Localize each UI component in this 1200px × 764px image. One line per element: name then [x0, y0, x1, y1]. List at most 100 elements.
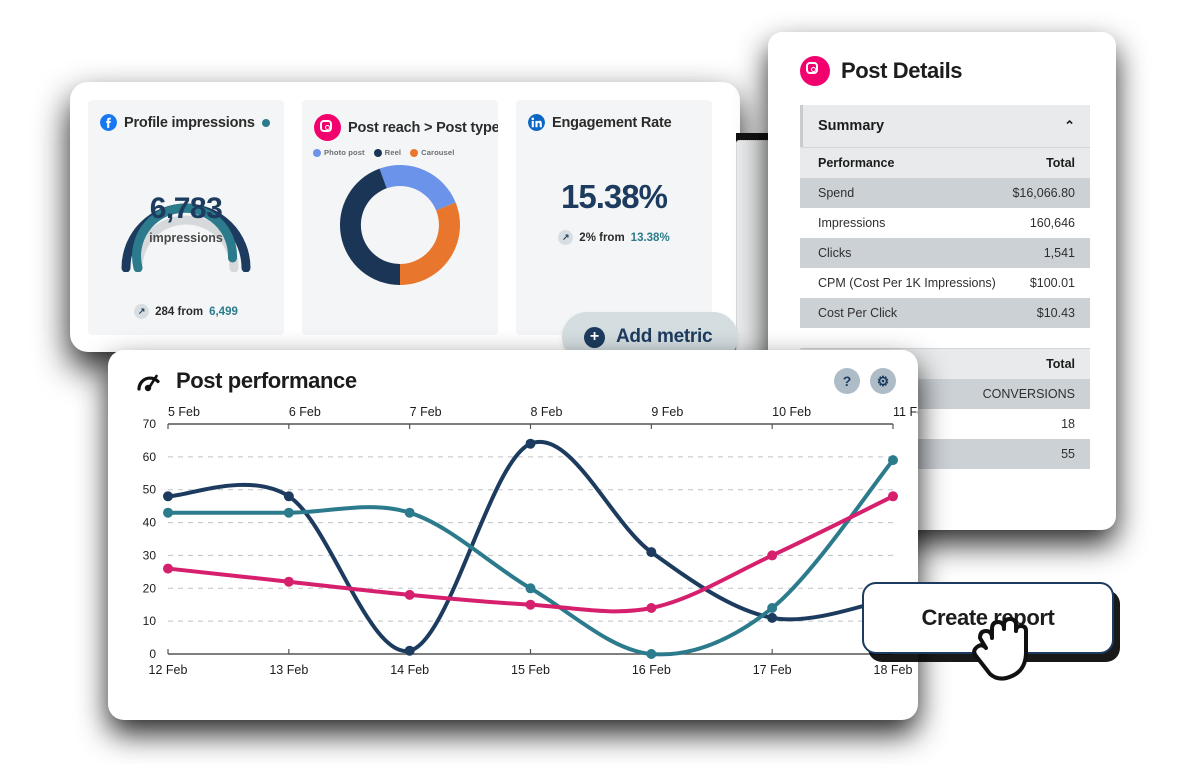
gauge-center-labels: 6,783 impressions: [88, 192, 284, 246]
row-label: CPM (Cost Per 1K Impressions): [818, 276, 996, 290]
gauge-value: 6,783: [149, 192, 223, 225]
row-value: 55: [1061, 447, 1075, 461]
summary-section-toggle[interactable]: Summary ⌃: [800, 105, 1090, 147]
svg-text:17 Feb: 17 Feb: [753, 663, 792, 677]
legend-label: Carousel: [421, 148, 455, 157]
legend-swatch-icon: [373, 148, 382, 157]
create-report-button[interactable]: Create report: [862, 582, 1114, 654]
metric-header: Profile impressions: [88, 100, 284, 131]
svg-text:10 Feb: 10 Feb: [772, 405, 811, 419]
column-header-total: Total: [1046, 156, 1075, 170]
column-header-performance: Performance: [818, 156, 895, 170]
svg-text:0: 0: [149, 647, 156, 661]
row-label: Spend: [818, 186, 855, 200]
metric-title: Profile impressions: [124, 114, 255, 131]
table-row[interactable]: Spend $16,066.80: [800, 178, 1090, 208]
metric-card-engagement-rate[interactable]: Engagement Rate 15.38% ↗ 2% from 13.38%: [516, 100, 712, 335]
row-value: $10.43: [1036, 306, 1075, 320]
donut-legend: Photo post Reel Carousel: [302, 141, 498, 157]
trend-delta: 2% from: [579, 231, 625, 244]
metric-header: Engagement Rate: [516, 100, 712, 131]
table-row[interactable]: Cost Per Click $10.43: [800, 298, 1090, 328]
trend-previous-value: 13.38%: [630, 231, 670, 244]
svg-text:12 Feb: 12 Feb: [149, 663, 188, 677]
row-label: Cost Per Click: [818, 306, 898, 320]
summary-table: Summary ⌃ Performance Total Spend $16,06…: [800, 105, 1090, 328]
column-header-total: Total: [1046, 357, 1075, 371]
engagement-rate-value: 15.38%: [561, 178, 668, 215]
facebook-icon: [100, 114, 117, 131]
svg-text:60: 60: [143, 450, 157, 464]
row-value: 160,646: [1029, 216, 1075, 230]
metrics-panel: Profile impressions 6,783 impressio: [70, 82, 740, 352]
legend-swatch-icon: [410, 148, 419, 157]
row-value: 18: [1061, 417, 1075, 431]
post-details-header: Post Details: [768, 32, 1116, 86]
summary-label: Summary: [818, 118, 885, 134]
cursor-hand-icon: [972, 617, 1028, 681]
legend-swatch-icon: [313, 148, 321, 157]
metric-card-post-reach[interactable]: Post reach > Post type Photo post Reel C…: [302, 100, 498, 335]
table-row[interactable]: Impressions 160,646: [800, 208, 1090, 238]
gauge-chart: 6,783 impressions: [88, 142, 284, 273]
svg-text:15 Feb: 15 Feb: [511, 663, 550, 677]
svg-text:5 Feb: 5 Feb: [168, 405, 200, 419]
post-performance-panel: Post performance ? ⚙ 0 10 20 30 40 50 60 70 5 Fe…: [108, 350, 918, 720]
row-value: $16,066.80: [1012, 186, 1075, 200]
settings-button[interactable]: ⚙: [870, 368, 896, 394]
plus-icon: +: [584, 326, 605, 348]
create-report-label: Create report: [921, 605, 1055, 630]
instagram-icon: [800, 56, 830, 86]
placeholder-card-top: [736, 133, 780, 143]
status-dot-icon: [261, 118, 270, 127]
row-value: 1,541: [1043, 246, 1075, 260]
table-header-row: Performance Total: [800, 147, 1090, 178]
donut-chart: [302, 150, 498, 300]
trend-previous-value: 6,499: [209, 305, 238, 318]
svg-text:6 Feb: 6 Feb: [289, 405, 321, 419]
metric-trend: ↗ 284 from 6,499: [88, 304, 284, 319]
svg-text:18 Feb: 18 Feb: [874, 663, 913, 677]
post-details-title: Post Details: [841, 58, 963, 83]
instagram-icon: [314, 114, 341, 141]
metrics-row: Profile impressions 6,783 impressio: [88, 100, 712, 335]
chart-header: Post performance: [108, 350, 918, 394]
row-label: Clicks: [818, 246, 852, 260]
speedometer-icon: [137, 374, 160, 392]
svg-text:20: 20: [143, 581, 157, 595]
svg-text:40: 40: [143, 516, 157, 530]
table-separator: [768, 328, 1116, 342]
svg-text:30: 30: [143, 548, 157, 562]
legend-label: Photo post: [324, 148, 365, 157]
svg-text:14 Feb: 14 Feb: [390, 663, 429, 677]
trend-up-icon: ↗: [558, 230, 574, 245]
svg-text:50: 50: [143, 483, 157, 497]
chevron-up-icon[interactable]: ⌃: [1064, 118, 1075, 133]
metric-card-profile-impressions[interactable]: Profile impressions 6,783 impressio: [88, 100, 284, 335]
linkedin-icon: [528, 114, 545, 131]
legend-item-carousel: Carousel: [410, 148, 454, 157]
legend-item-photo-post: Photo post: [313, 148, 365, 157]
legend-label: Reel: [384, 148, 402, 157]
svg-text:7 Feb: 7 Feb: [410, 405, 442, 419]
add-metric-label: Add metric: [616, 326, 713, 347]
svg-text:70: 70: [143, 417, 157, 431]
legend-item-reel: Reel: [373, 148, 402, 157]
engagement-trend: ↗ 2% from 13.38%: [516, 230, 712, 245]
metric-header: Post reach > Post type: [302, 100, 498, 141]
svg-text:11 Feb: 11 Feb: [893, 405, 918, 419]
svg-text:10: 10: [143, 614, 157, 628]
line-chart: 0 10 20 30 40 50 60 70 5 Feb 12 Feb 6 Feb 13 Feb 7 F…: [108, 402, 918, 702]
help-button[interactable]: ?: [834, 368, 860, 394]
svg-text:9 Feb: 9 Feb: [651, 405, 683, 419]
trend-up-icon: ↗: [134, 304, 150, 319]
svg-text:13 Feb: 13 Feb: [269, 663, 308, 677]
row-label: Impressions: [818, 216, 886, 230]
table-row[interactable]: CPM (Cost Per 1K Impressions) $100.01: [800, 268, 1090, 298]
trend-delta: 284 from: [155, 305, 204, 318]
svg-text:16 Feb: 16 Feb: [632, 663, 671, 677]
gauge-unit: impressions: [149, 231, 223, 245]
table-row[interactable]: Clicks 1,541: [800, 238, 1090, 268]
chart-tools: ? ⚙: [834, 368, 896, 394]
